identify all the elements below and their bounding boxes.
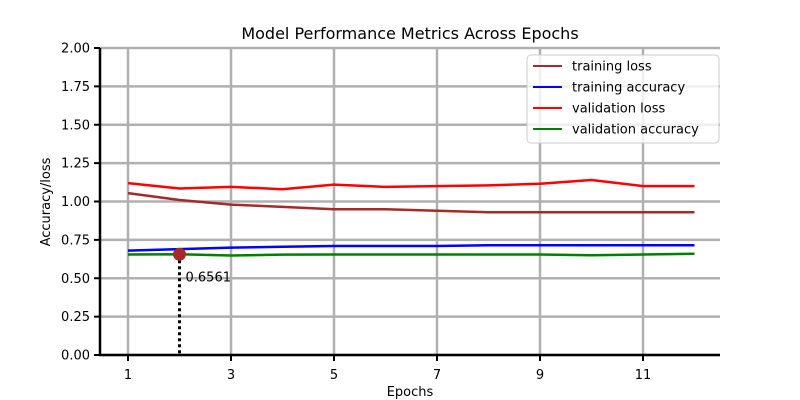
annotation-marker (173, 247, 186, 261)
x-tick-label: 1 (124, 368, 132, 383)
legend-label: validation accuracy (572, 123, 699, 138)
x-tick-label: 7 (433, 368, 441, 383)
y-tick-label: 0.75 (61, 233, 90, 248)
grid (100, 46, 720, 357)
series-line-training-loss (127, 191, 695, 214)
y-tick-label: 0.25 (61, 310, 90, 325)
axes: 0.00 0.25 0.50 0.75 1.00 1.25 1.50 1.75 2.00 1 3 5 7… (61, 42, 720, 383)
series-line-validation-accuracy (127, 252, 695, 257)
y-tick-label: 1.50 (61, 118, 90, 133)
y-tick-label: 1.00 (61, 195, 90, 210)
annotation: 0.6561 (173, 247, 232, 355)
y-axis-label: Accuracy/loss (39, 157, 54, 246)
x-axis-label: Epochs (387, 385, 434, 400)
chart-title: Model Performance Metrics Across Epochs (241, 24, 578, 43)
series-line-validation-loss (127, 178, 695, 191)
series-lines (127, 178, 695, 257)
annotation-label: 0.6561 (186, 270, 232, 285)
x-tick-label: 9 (536, 368, 544, 383)
x-tick-label: 11 (635, 368, 652, 383)
y-tick-label: 0.00 (61, 349, 90, 364)
y-tick-label: 1.75 (61, 80, 90, 95)
y-tick-label: 0.50 (61, 272, 90, 287)
y-tick-label: 2.00 (61, 42, 90, 57)
legend: training loss training accuracy validation… (526, 54, 720, 144)
x-tick-label: 3 (227, 368, 235, 383)
legend-label: validation loss (572, 102, 665, 117)
y-tick-label: 1.25 (61, 157, 90, 172)
legend-label: training accuracy (572, 81, 685, 96)
x-tick-label: 5 (330, 368, 338, 383)
series-line-training-accuracy (127, 243, 695, 252)
legend-box (526, 54, 720, 144)
legend-label: training loss (572, 60, 652, 75)
